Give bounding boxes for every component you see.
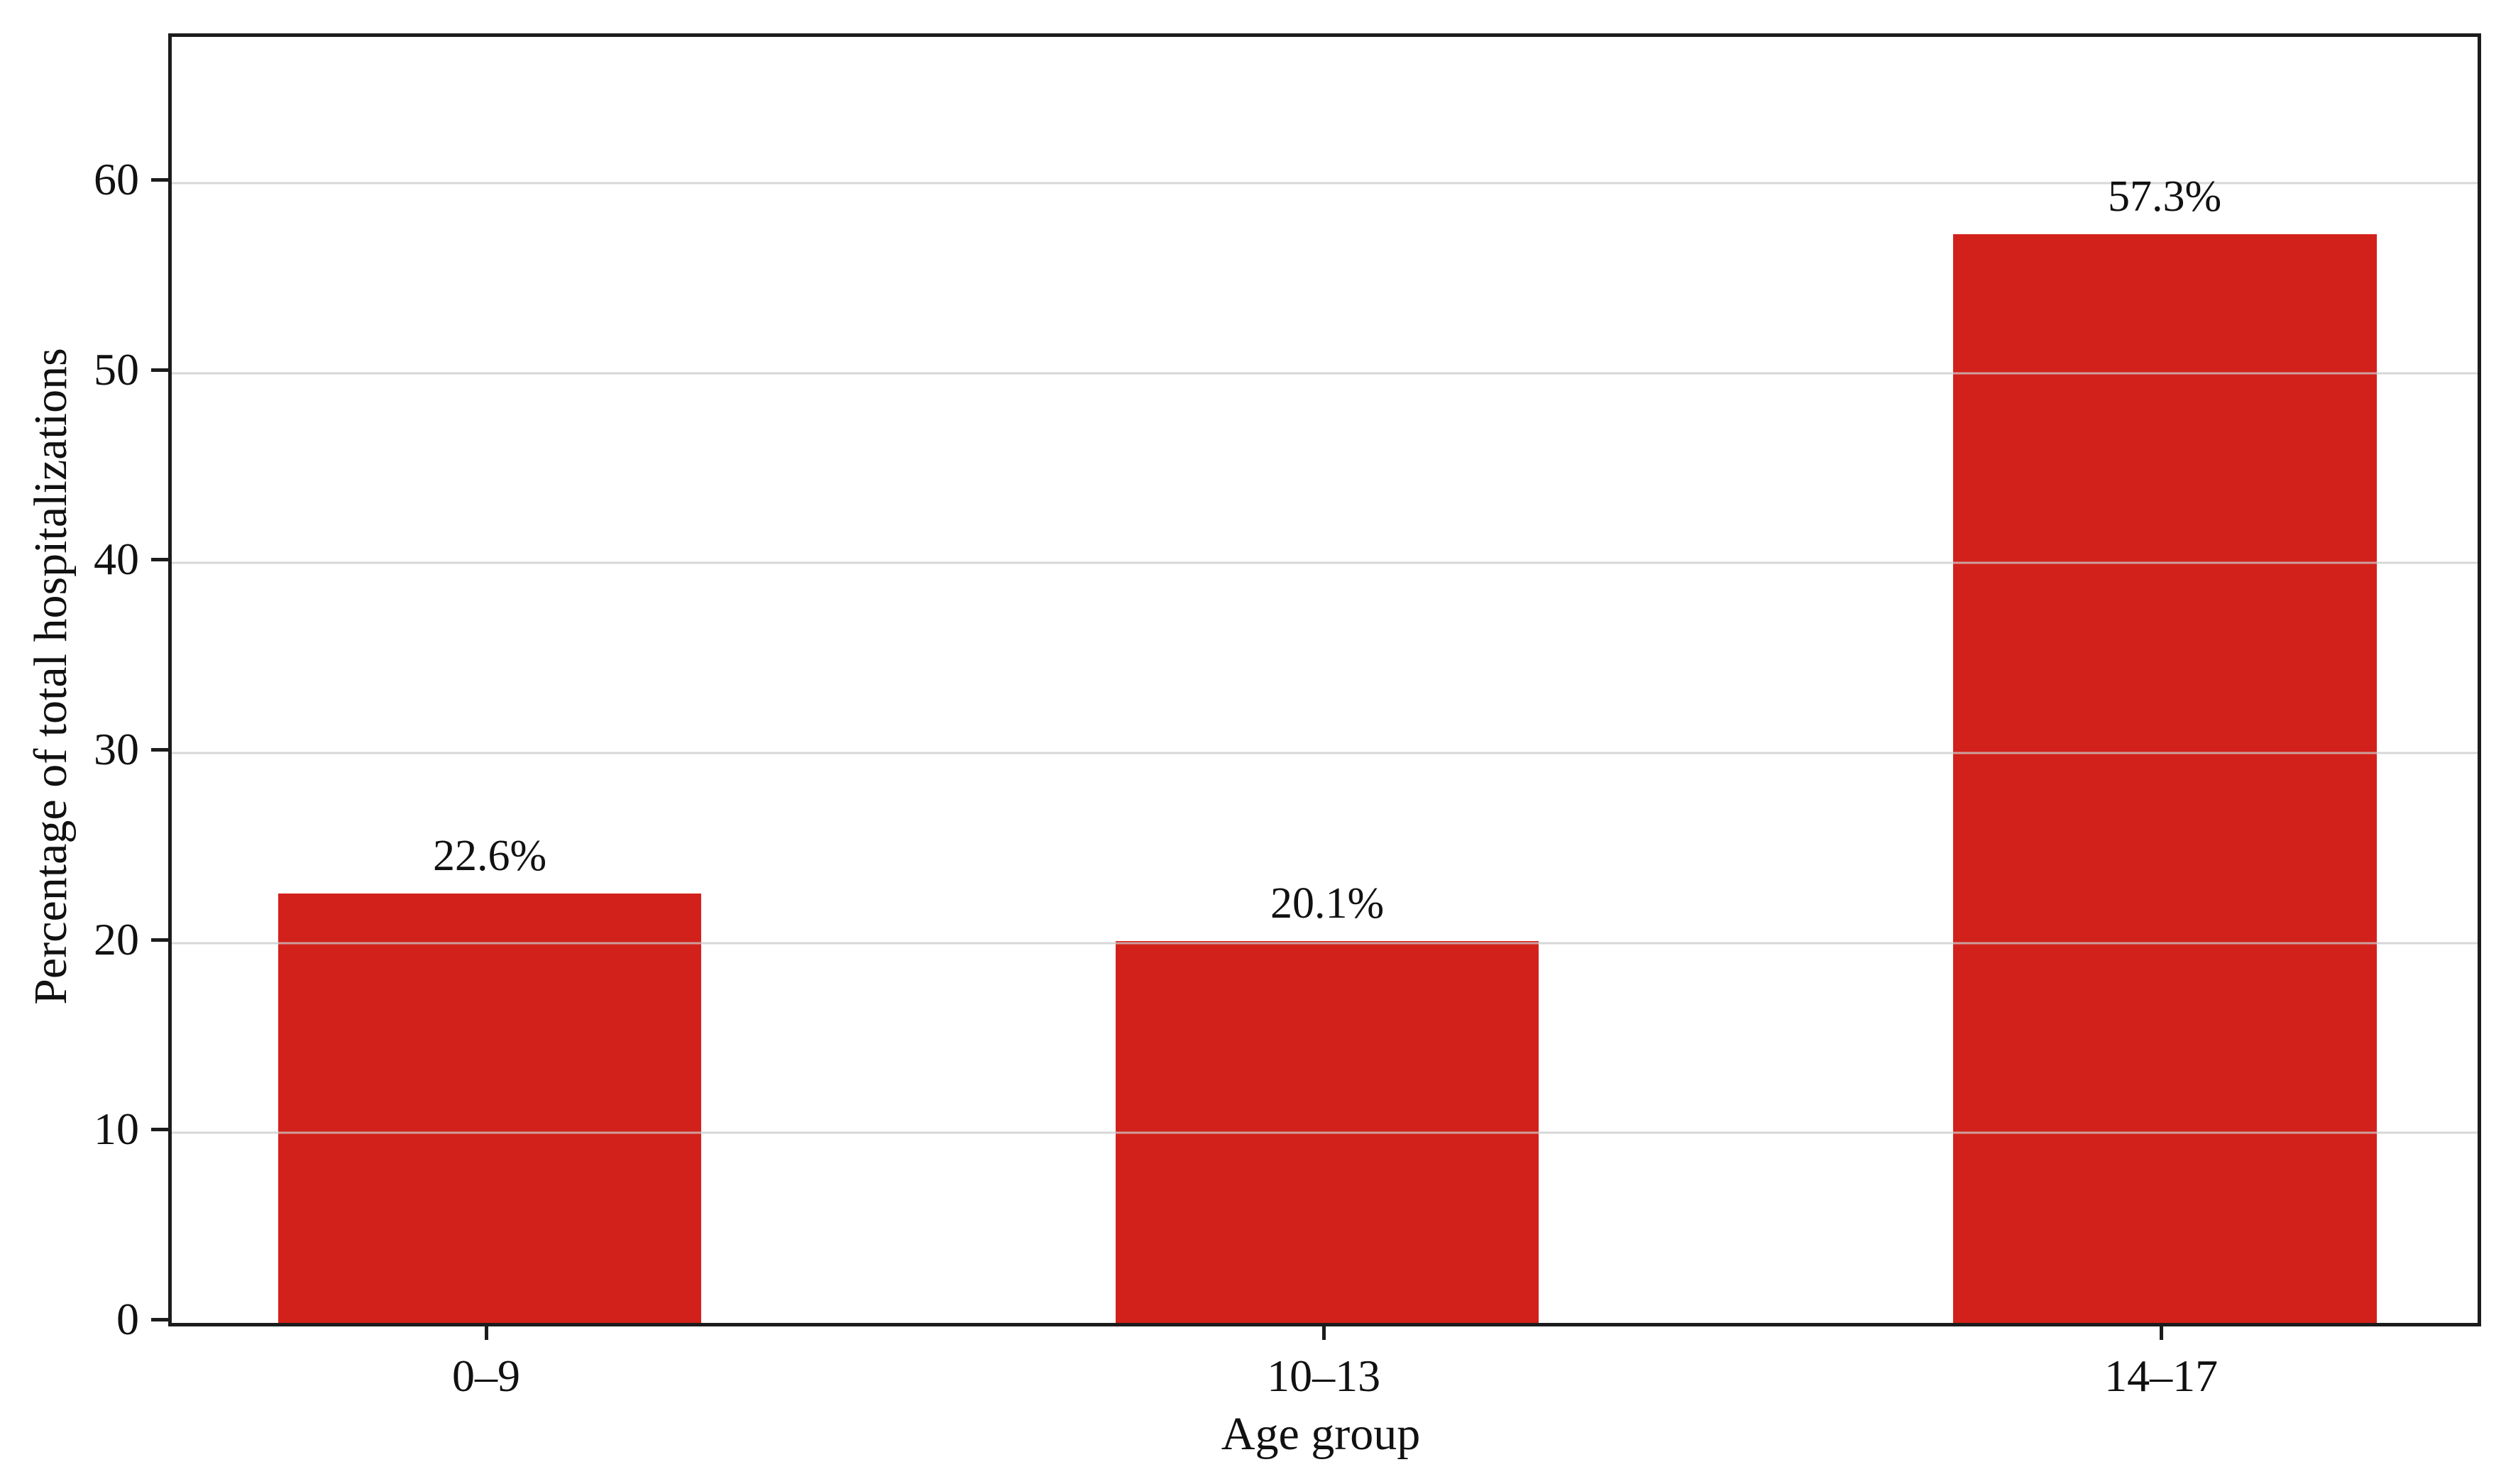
x-tick	[1322, 1323, 1326, 1340]
y-tick	[151, 368, 168, 372]
y-tick-label: 30	[94, 724, 139, 775]
y-tick	[151, 1128, 168, 1132]
y-tick	[151, 1318, 168, 1321]
y-axis-title: Percentage of total hospitalizations	[25, 348, 77, 1005]
gridline-50	[172, 372, 2478, 375]
y-tick-label: 40	[94, 534, 139, 585]
y-tick-label: 60	[94, 154, 139, 205]
bar-14–17	[1952, 234, 2377, 1323]
gridline-60	[172, 182, 2478, 185]
bar-0–9	[277, 894, 702, 1323]
gridline-10	[172, 1131, 2478, 1134]
y-tick-label: 0	[116, 1294, 139, 1344]
y-tick-label: 10	[94, 1104, 139, 1155]
gridline-30	[172, 752, 2478, 754]
bar-value-label: 20.1%	[1270, 879, 1385, 928]
y-tick	[151, 938, 168, 942]
bar-value-label: 57.3%	[2108, 172, 2222, 221]
x-tick-label: 10–13	[1267, 1351, 1381, 1401]
x-tick-label: 14–17	[2104, 1351, 2219, 1401]
x-tick	[485, 1323, 489, 1340]
y-tick	[151, 748, 168, 752]
y-tick-label: 20	[94, 913, 139, 964]
y-tick	[151, 558, 168, 562]
gridline-40	[172, 561, 2478, 564]
y-tick-label: 50	[94, 343, 139, 395]
gridline-20	[172, 942, 2478, 945]
plot-area: 22.6% 20.1% 57.3%	[168, 33, 2481, 1326]
x-tick	[2160, 1323, 2164, 1340]
x-axis-title: Age group	[1221, 1408, 1421, 1460]
x-tick-label: 0–9	[452, 1351, 521, 1401]
bar-value-label: 22.6%	[432, 832, 547, 881]
y-tick	[151, 178, 168, 182]
